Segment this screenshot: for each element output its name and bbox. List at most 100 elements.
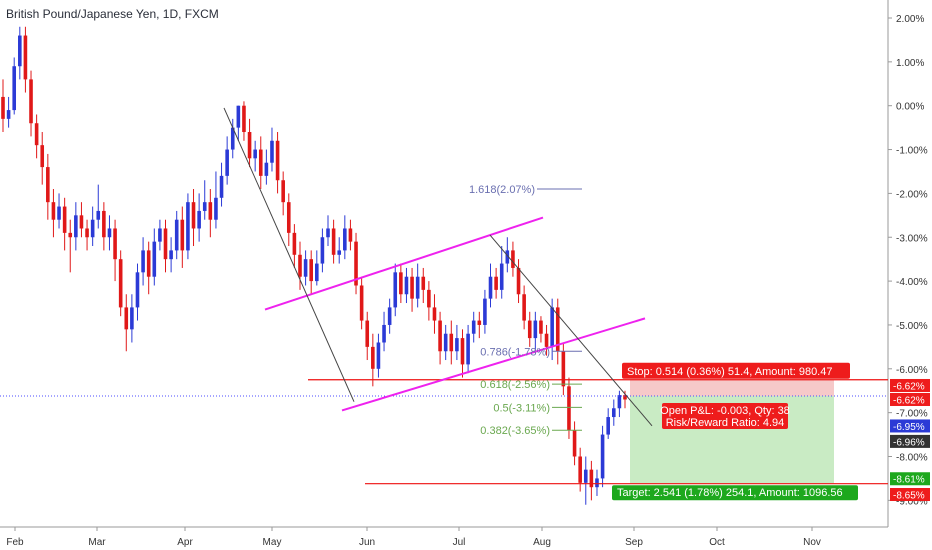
price-label-box xyxy=(890,392,930,406)
candle-body xyxy=(376,342,381,369)
candle-body xyxy=(449,333,454,352)
candle-body xyxy=(460,338,465,365)
price-label-box xyxy=(890,488,930,502)
candle-body xyxy=(51,202,56,220)
fib-level-label: 0.618(-2.56%) xyxy=(480,379,550,391)
candle-body xyxy=(18,35,22,67)
price-label-box xyxy=(890,434,930,448)
y-tick-label: -1.00% xyxy=(896,146,928,157)
x-tick-label: Mar xyxy=(88,537,106,548)
y-tick-label: 0.00% xyxy=(896,102,924,113)
candle-body xyxy=(264,162,269,176)
candle-body xyxy=(567,386,571,431)
fib-level-label: 0.5(-3.11%) xyxy=(493,402,550,414)
price-label-text: -6.95% xyxy=(893,422,925,433)
candle-body xyxy=(158,228,162,242)
candle-body xyxy=(258,149,263,176)
fib-level-label: 0.786(-1.78%) xyxy=(480,346,550,358)
candle-body xyxy=(617,395,622,409)
candle-body xyxy=(572,430,577,457)
candle-body xyxy=(432,307,437,321)
candle-body xyxy=(303,259,308,277)
candle-body xyxy=(404,276,409,295)
candle-body xyxy=(12,66,17,111)
candle-body xyxy=(516,267,521,295)
candle-body xyxy=(180,219,185,251)
y-tick-label: 2.00% xyxy=(896,14,924,25)
candle-body xyxy=(23,35,28,80)
candle-body xyxy=(539,320,543,334)
candle-body xyxy=(309,259,313,282)
candle-body xyxy=(511,250,515,268)
x-tick-label: Apr xyxy=(177,537,193,548)
candle-body xyxy=(337,250,342,255)
candle-body xyxy=(225,149,229,176)
candle-body xyxy=(365,320,370,347)
candle-body xyxy=(191,202,196,229)
stop-label-text: Stop: 0.514 (0.36%) 51.4, Amount: 980.47 xyxy=(627,366,832,378)
candle-body xyxy=(354,241,358,286)
price-label-box xyxy=(890,378,930,392)
candle-body xyxy=(46,167,50,203)
target-label-box xyxy=(612,485,858,501)
candle-body xyxy=(281,180,285,203)
candle-body xyxy=(393,272,398,308)
candle-body xyxy=(96,210,101,220)
symbol-title: British Pound/Japanese Yen, 1D, FXCM xyxy=(6,7,219,21)
candle-body xyxy=(427,289,431,308)
candle-body xyxy=(600,434,605,479)
x-tick-label: Feb xyxy=(6,537,24,548)
x-tick-label: May xyxy=(263,537,282,548)
candle-body xyxy=(343,228,347,251)
y-tick-label: -9.00% xyxy=(896,496,928,507)
candle-body xyxy=(298,254,302,277)
candle-body xyxy=(174,219,179,251)
y-tick-label: -7.00% xyxy=(896,409,928,420)
candle-body xyxy=(118,259,123,308)
target-label-text: Target: 2.541 (1.78%) 254.1, Amount: 109… xyxy=(617,487,843,499)
candle-body xyxy=(455,338,459,352)
candle-body xyxy=(387,307,392,325)
candle-body xyxy=(74,215,78,238)
price-label-text: -8.61% xyxy=(893,475,925,486)
fib-level-label: 1.618(2.07%) xyxy=(469,184,535,196)
candle-body xyxy=(40,145,45,168)
candle-body xyxy=(477,320,482,325)
candle-body xyxy=(62,206,67,233)
candle-body xyxy=(292,232,297,255)
candle-body xyxy=(102,210,106,238)
candle-body xyxy=(270,140,274,163)
candle-body xyxy=(247,132,252,159)
candle-body xyxy=(242,105,246,133)
candle-body xyxy=(29,79,33,124)
x-tick-label: Aug xyxy=(533,537,551,548)
candle-body xyxy=(589,469,594,488)
y-tick-label: -2.00% xyxy=(896,189,928,200)
candle-body xyxy=(348,228,353,242)
candle-body xyxy=(197,210,201,229)
pnl-label-box xyxy=(662,403,788,429)
candle-body xyxy=(623,395,627,400)
x-axis: Feb Mar Apr May Jun Jul Aug Sep Oct Nov xyxy=(6,527,821,548)
drawings xyxy=(0,107,888,485)
candle-body xyxy=(483,298,487,325)
candle-body xyxy=(124,307,129,330)
candle-body xyxy=(611,408,616,418)
candle-body xyxy=(169,250,173,260)
candle-body xyxy=(163,228,168,260)
trend-line-1 xyxy=(223,107,355,402)
trend-line-2 xyxy=(489,234,653,427)
candle-body xyxy=(544,333,549,347)
x-tick-label: Oct xyxy=(709,537,725,548)
trade-zones xyxy=(630,379,834,484)
candle-body xyxy=(443,333,448,352)
lower-channel-line xyxy=(341,317,646,412)
candle-body xyxy=(214,197,218,220)
candle-body xyxy=(236,105,241,128)
x-tick-label: Sep xyxy=(625,537,643,548)
candle-body xyxy=(152,241,157,277)
candle-body xyxy=(130,307,134,330)
candle-body xyxy=(606,417,610,435)
y-tick-label: 1.00% xyxy=(896,58,924,69)
